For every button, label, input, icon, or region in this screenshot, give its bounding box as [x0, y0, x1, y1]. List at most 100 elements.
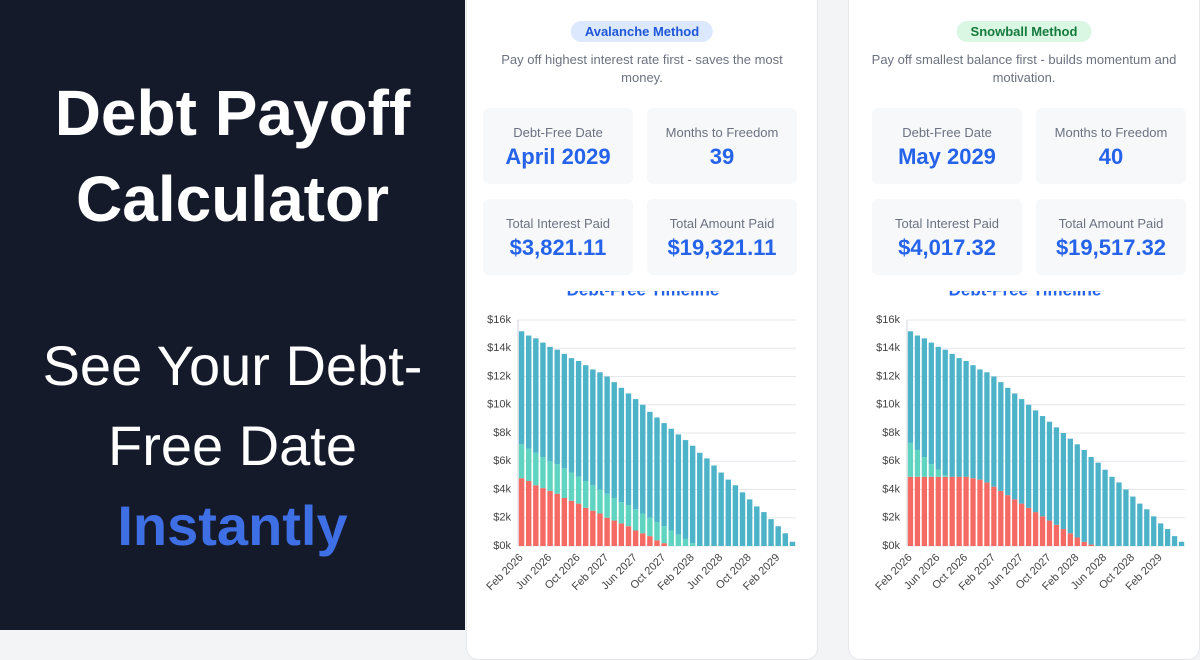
bar-segment: [935, 346, 941, 470]
bar-segment: [1095, 462, 1101, 546]
bar-segment: [640, 513, 646, 534]
bar-segment: [1005, 495, 1011, 546]
bar-segment: [914, 476, 921, 546]
bar-segment: [1032, 410, 1039, 513]
y-tick-label: $14k: [876, 342, 900, 354]
bar-segment: [1019, 503, 1025, 546]
method-badge: Avalanche Method: [570, 21, 714, 42]
bar-segment: [1081, 449, 1087, 542]
bar-segment: [682, 440, 689, 539]
chart: Debt-Free Timeline $0k $2k $4k $6k $8k $10k $12…: [484, 291, 796, 593]
stat-label: Debt-Free Date: [902, 125, 992, 140]
bar-segment: [928, 464, 934, 477]
y-tick-label: $4k: [882, 483, 900, 495]
bar-segment: [661, 526, 667, 544]
stat-label: Total Amount Paid: [1058, 216, 1164, 231]
bar-segment: [956, 476, 962, 546]
bar-segment: [568, 500, 575, 546]
bar-segment: [1046, 520, 1053, 546]
bar-segment: [970, 478, 976, 546]
bar-segment: [1088, 544, 1094, 546]
bar-segment: [1074, 444, 1080, 538]
bar-segment: [654, 417, 660, 522]
stat-box: Total Interest Paid $4,017.32: [872, 199, 1022, 275]
bar-segment: [597, 372, 603, 490]
y-tick-label: $2k: [493, 512, 511, 524]
bar-segment: [689, 445, 696, 544]
stat-box: Debt-Free Date April 2029: [483, 108, 633, 184]
bar-segment: [632, 399, 639, 510]
bar-segment: [668, 530, 674, 546]
stat-value: $19,517.32: [1055, 235, 1167, 260]
y-tick-label: $0k: [882, 540, 900, 552]
bar-segment: [935, 476, 941, 546]
stat-box: Debt-Free Date May 2029: [872, 108, 1022, 184]
stat-label: Months to Freedom: [1054, 125, 1168, 140]
bar-segment: [647, 517, 653, 537]
bar-segment: [533, 485, 539, 546]
bar-segment: [618, 387, 625, 503]
bar-segment: [1039, 416, 1046, 517]
bar-segment: [654, 540, 660, 546]
method-card: Avalanche Method Pay off highest interes…: [466, 0, 818, 660]
bar-segment: [640, 533, 646, 546]
bar-segment: [942, 349, 948, 476]
bar-segment: [540, 342, 546, 458]
bar-segment: [597, 513, 603, 546]
bar-segment: [661, 423, 667, 527]
bar-segment: [1060, 529, 1067, 546]
chart: Debt-Free Timeline $0k $2k $4k $6k $8k $10k $12…: [873, 291, 1185, 593]
bar-segment: [554, 464, 560, 494]
bar-segment: [718, 472, 724, 546]
bar-segment: [977, 369, 983, 480]
bar-segment: [647, 536, 653, 546]
bar-segment: [632, 530, 639, 546]
stat-box: Months to Freedom 40: [1036, 108, 1186, 184]
bar-segment: [1025, 404, 1032, 508]
bar-segment: [518, 331, 525, 445]
bar-segment: [1067, 533, 1073, 546]
stat-value: May 2029: [898, 144, 996, 169]
bar-segment: [661, 543, 667, 546]
bar-segment: [956, 358, 962, 477]
bar-segment: [547, 490, 553, 546]
bar-segment: [1164, 529, 1171, 546]
bar-segment: [768, 519, 774, 546]
bar-segment: [625, 393, 632, 506]
bar-segment: [1067, 438, 1073, 534]
y-tick-label: $16k: [487, 314, 511, 326]
bar-segment: [921, 457, 928, 477]
bar-segment: [1025, 507, 1032, 546]
bar-segment: [583, 365, 589, 482]
bar-segment: [725, 479, 731, 546]
bar-segment: [907, 331, 914, 443]
bar-segment: [1039, 516, 1046, 546]
bar-segment: [625, 526, 632, 546]
bar-segment: [907, 476, 914, 546]
bar-segment: [533, 338, 539, 453]
bar-segment: [984, 482, 990, 546]
bar-segment: [1109, 476, 1115, 546]
y-tick-label: $4k: [493, 483, 511, 495]
tagline-highlight: Instantly: [117, 494, 348, 557]
bar-segment: [991, 376, 997, 487]
bar-segment: [782, 533, 789, 546]
hero-panel: Debt Payoff Calculator See Your Debt-Fre…: [0, 0, 465, 630]
bar-segment: [789, 541, 796, 546]
bar-segment: [1005, 387, 1011, 496]
stat-value: 40: [1098, 144, 1124, 169]
bar-segment: [568, 358, 575, 473]
y-tick-label: $12k: [487, 370, 511, 382]
bar-segment: [575, 476, 582, 504]
y-tick-label: $6k: [493, 455, 511, 467]
bar-segment: [1144, 509, 1150, 546]
bar-segment: [668, 428, 674, 531]
bar-segment: [1053, 524, 1060, 546]
bar-segment: [568, 472, 575, 501]
bar-segment: [518, 444, 525, 479]
bar-segment: [1130, 496, 1136, 546]
stat-value: $19,321.11: [667, 235, 777, 260]
y-tick-label: $12k: [876, 370, 900, 382]
bar-segment: [525, 448, 532, 482]
